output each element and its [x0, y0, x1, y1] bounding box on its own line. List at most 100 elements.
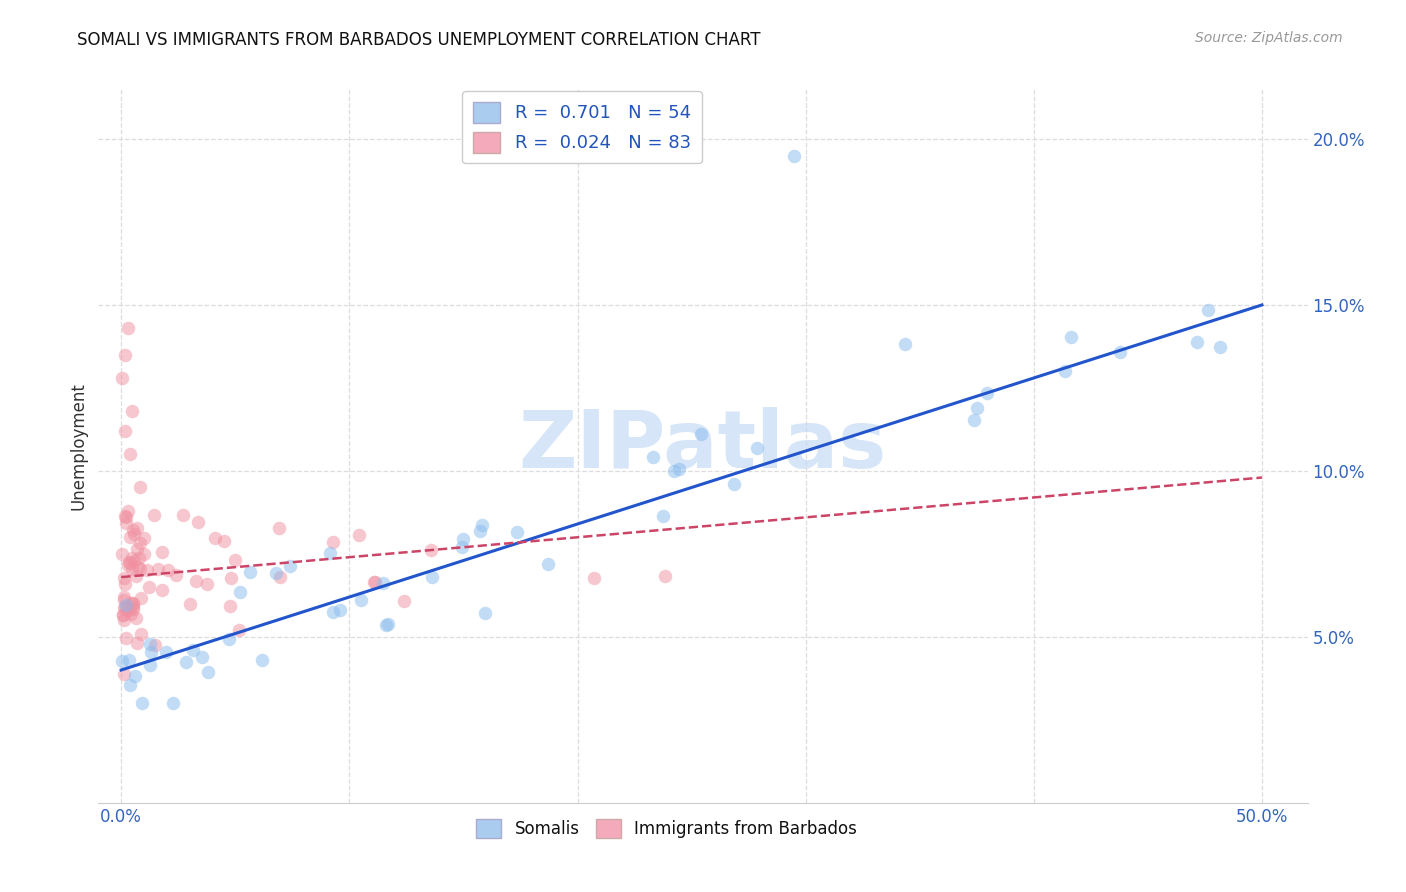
Point [111, 608, 134, 623]
Point [470, 524, 492, 538]
Point [125, 521, 148, 535]
Point [537, 557, 560, 571]
Point [350, 593, 373, 607]
Point [322, 535, 344, 549]
Point [117, 558, 139, 572]
Point [187, 515, 209, 529]
Point [111, 607, 134, 622]
Point [204, 532, 226, 546]
Point [319, 546, 342, 560]
Point [136, 563, 159, 577]
Point [422, 570, 444, 584]
Point [114, 348, 136, 362]
Point [197, 665, 219, 679]
Point [120, 596, 142, 610]
Point [122, 597, 145, 611]
Point [150, 582, 173, 597]
Point [127, 636, 149, 650]
Point [224, 553, 246, 567]
Point [371, 575, 394, 590]
Point [142, 508, 165, 522]
Point [117, 603, 139, 617]
Point [118, 652, 141, 666]
Point [239, 566, 262, 580]
Point [124, 569, 146, 583]
Point [184, 574, 207, 589]
Point [138, 580, 160, 594]
Point [165, 567, 187, 582]
Point [112, 600, 135, 615]
Point [966, 401, 988, 415]
Point [112, 571, 135, 585]
Point [176, 655, 198, 669]
Point [269, 570, 291, 584]
Point [392, 594, 415, 608]
Point [128, 535, 150, 549]
Point [115, 603, 138, 617]
Point [112, 592, 135, 607]
Point [129, 562, 152, 576]
Point [120, 677, 142, 691]
Point [122, 523, 145, 537]
Text: ZIPatlas: ZIPatlas [519, 407, 887, 485]
Point [121, 600, 143, 615]
Point [662, 464, 685, 478]
Point [267, 520, 290, 534]
Point [1185, 334, 1208, 349]
Point [1209, 340, 1232, 354]
Point [1060, 330, 1083, 344]
Point [131, 696, 153, 710]
Point [139, 637, 162, 651]
Point [127, 560, 149, 574]
Point [278, 559, 301, 574]
Point [129, 481, 152, 495]
Point [374, 618, 396, 632]
Point [963, 412, 986, 426]
Point [643, 450, 665, 464]
Point [129, 626, 152, 640]
Point [329, 603, 352, 617]
Point [110, 371, 132, 385]
Point [115, 632, 138, 646]
Point [112, 613, 135, 627]
Point [114, 424, 136, 438]
Point [125, 610, 148, 624]
Text: Source: ZipAtlas.com: Source: ZipAtlas.com [1195, 31, 1343, 45]
Point [125, 542, 148, 557]
Point [139, 658, 162, 673]
Point [122, 596, 145, 610]
Point [190, 649, 212, 664]
Point [179, 597, 201, 611]
Point [132, 531, 155, 545]
Point [219, 599, 242, 614]
Text: SOMALI VS IMMIGRANTS FROM BARBADOS UNEMPLOYMENT CORRELATION CHART: SOMALI VS IMMIGRANTS FROM BARBADOS UNEMP… [77, 31, 761, 49]
Point [1197, 302, 1219, 317]
Legend: Somalis, Immigrants from Barbados: Somalis, Immigrants from Barbados [470, 812, 865, 845]
Point [118, 555, 141, 569]
Y-axis label: Unemployment: Unemployment [69, 382, 87, 510]
Point [114, 590, 136, 604]
Point [114, 577, 136, 591]
Point [114, 599, 136, 614]
Point [124, 527, 146, 541]
Point [150, 545, 173, 559]
Point [129, 591, 152, 606]
Point [120, 530, 142, 544]
Point [121, 562, 143, 576]
Point [111, 547, 134, 561]
Point [506, 525, 529, 540]
Point [363, 575, 385, 590]
Point [121, 404, 143, 418]
Point [229, 585, 252, 599]
Point [111, 654, 134, 668]
Point [132, 547, 155, 561]
Point [114, 509, 136, 524]
Point [115, 510, 138, 524]
Point [212, 533, 235, 548]
Point [451, 532, 474, 546]
Point [124, 669, 146, 683]
Point [195, 576, 218, 591]
Point [218, 632, 240, 646]
Point [139, 645, 162, 659]
Point [583, 571, 606, 585]
